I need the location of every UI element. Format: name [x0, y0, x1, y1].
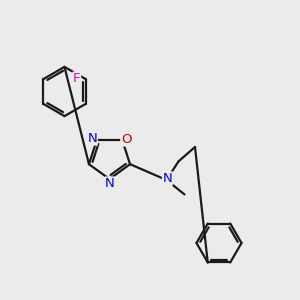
Text: F: F	[73, 72, 81, 85]
Text: O: O	[121, 133, 131, 146]
Text: N: N	[87, 132, 97, 145]
Text: N: N	[105, 177, 115, 190]
Text: N: N	[163, 172, 172, 185]
